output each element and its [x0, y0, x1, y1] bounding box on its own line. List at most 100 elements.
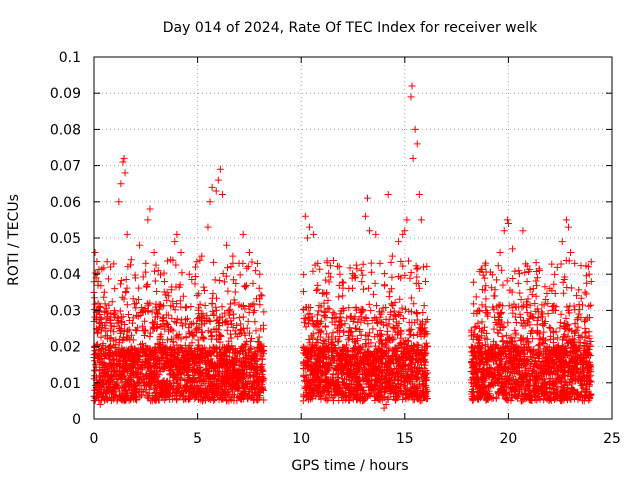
roti-point — [399, 230, 407, 238]
roti-point — [131, 274, 139, 282]
roti-point — [366, 227, 374, 235]
roti-point — [361, 212, 369, 220]
roti-point — [206, 198, 214, 206]
roti-point — [310, 230, 318, 238]
y-tick-label: 0.09 — [50, 86, 81, 102]
y-tick-label: 0.02 — [50, 340, 81, 356]
y-tick-label: 0.06 — [50, 195, 81, 211]
x-tick-label: 0 — [90, 431, 99, 447]
roti-point — [117, 180, 125, 188]
roti-point — [301, 212, 309, 220]
roti-point — [320, 299, 328, 307]
roti-point — [535, 267, 543, 275]
x-tick-labels: 0 5 10 15 20 25 — [90, 431, 621, 447]
roti-point — [364, 194, 372, 202]
roti-point — [552, 303, 560, 311]
roti-point — [177, 248, 185, 256]
roti-point — [564, 223, 572, 231]
roti-point — [567, 248, 575, 256]
roti-point — [562, 216, 570, 224]
roti-point — [154, 267, 162, 275]
roti-point — [376, 259, 384, 267]
roti-point — [422, 277, 430, 285]
data-points — [91, 82, 595, 412]
roti-point — [142, 259, 150, 267]
roti-point — [403, 216, 411, 224]
roti-point — [419, 263, 427, 271]
roti-point — [490, 292, 498, 300]
roti-point — [388, 252, 396, 260]
roti-point — [218, 191, 226, 199]
roti-point — [357, 267, 365, 275]
roti-point — [351, 274, 359, 282]
roti-point — [245, 248, 253, 256]
roti-point — [413, 140, 421, 148]
roti-point — [415, 191, 423, 199]
roti-point — [585, 270, 593, 278]
roti-point — [408, 82, 416, 90]
roti-point — [504, 220, 512, 228]
roti-point — [503, 216, 511, 224]
roti-point — [258, 292, 266, 300]
roti-point — [216, 165, 224, 173]
roti-point — [136, 241, 144, 249]
x-tick-label: 10 — [292, 431, 310, 447]
roti-point — [173, 230, 181, 238]
roti-point — [395, 238, 403, 246]
y-tick-label: 0.07 — [50, 159, 81, 175]
roti-point — [160, 277, 168, 285]
roti-point — [519, 227, 527, 235]
y-tick-label: 0.03 — [50, 303, 81, 319]
roti-point — [409, 154, 417, 162]
roti-point — [214, 176, 222, 184]
x-tick-label: 5 — [193, 431, 202, 447]
roti-point — [107, 263, 115, 271]
roti-point — [171, 238, 179, 246]
roti-point — [529, 285, 537, 293]
roti-point — [229, 252, 237, 260]
roti-point — [144, 216, 152, 224]
roti-point — [523, 277, 531, 285]
roti-point — [585, 393, 593, 401]
roti-point — [123, 230, 131, 238]
roti-point — [515, 267, 523, 275]
roti-point — [417, 216, 425, 224]
roti-point — [372, 230, 380, 238]
roti-point — [120, 154, 128, 162]
y-tick-label: 0.04 — [50, 267, 81, 283]
roti-point — [581, 288, 589, 296]
roti-point — [411, 125, 419, 133]
x-tick-label: 20 — [499, 431, 517, 447]
y-tick-label: 0.08 — [50, 122, 81, 138]
roti-point — [407, 93, 415, 101]
y-tick-label: 0.01 — [50, 376, 81, 392]
roti-point — [198, 252, 206, 260]
roti-point — [328, 314, 336, 322]
x-tick-label: 15 — [396, 431, 414, 447]
roti-point — [96, 314, 104, 322]
roti-point — [382, 401, 390, 409]
roti-point — [119, 158, 127, 166]
y-tick-label: 0.05 — [50, 231, 81, 247]
roti-point — [100, 288, 108, 296]
roti-point — [252, 267, 260, 275]
roti-point — [303, 234, 311, 242]
roti-point — [475, 325, 483, 332]
roti-point — [484, 310, 492, 318]
roti-point — [314, 259, 322, 267]
roti-point — [235, 259, 243, 267]
roti-point — [115, 198, 123, 206]
roti-point — [546, 285, 554, 293]
roti-point — [558, 238, 566, 246]
roti-point — [256, 270, 264, 278]
roti-point — [384, 191, 392, 199]
roti-point — [239, 230, 247, 238]
roti-point — [212, 187, 220, 195]
roti-cloud-markers — [90, 256, 595, 405]
roti-point — [150, 248, 158, 256]
roti-point — [339, 292, 347, 300]
grid-lines — [94, 57, 612, 419]
roti-point — [146, 205, 154, 213]
roti-point — [500, 227, 508, 235]
roti-point — [121, 169, 129, 177]
